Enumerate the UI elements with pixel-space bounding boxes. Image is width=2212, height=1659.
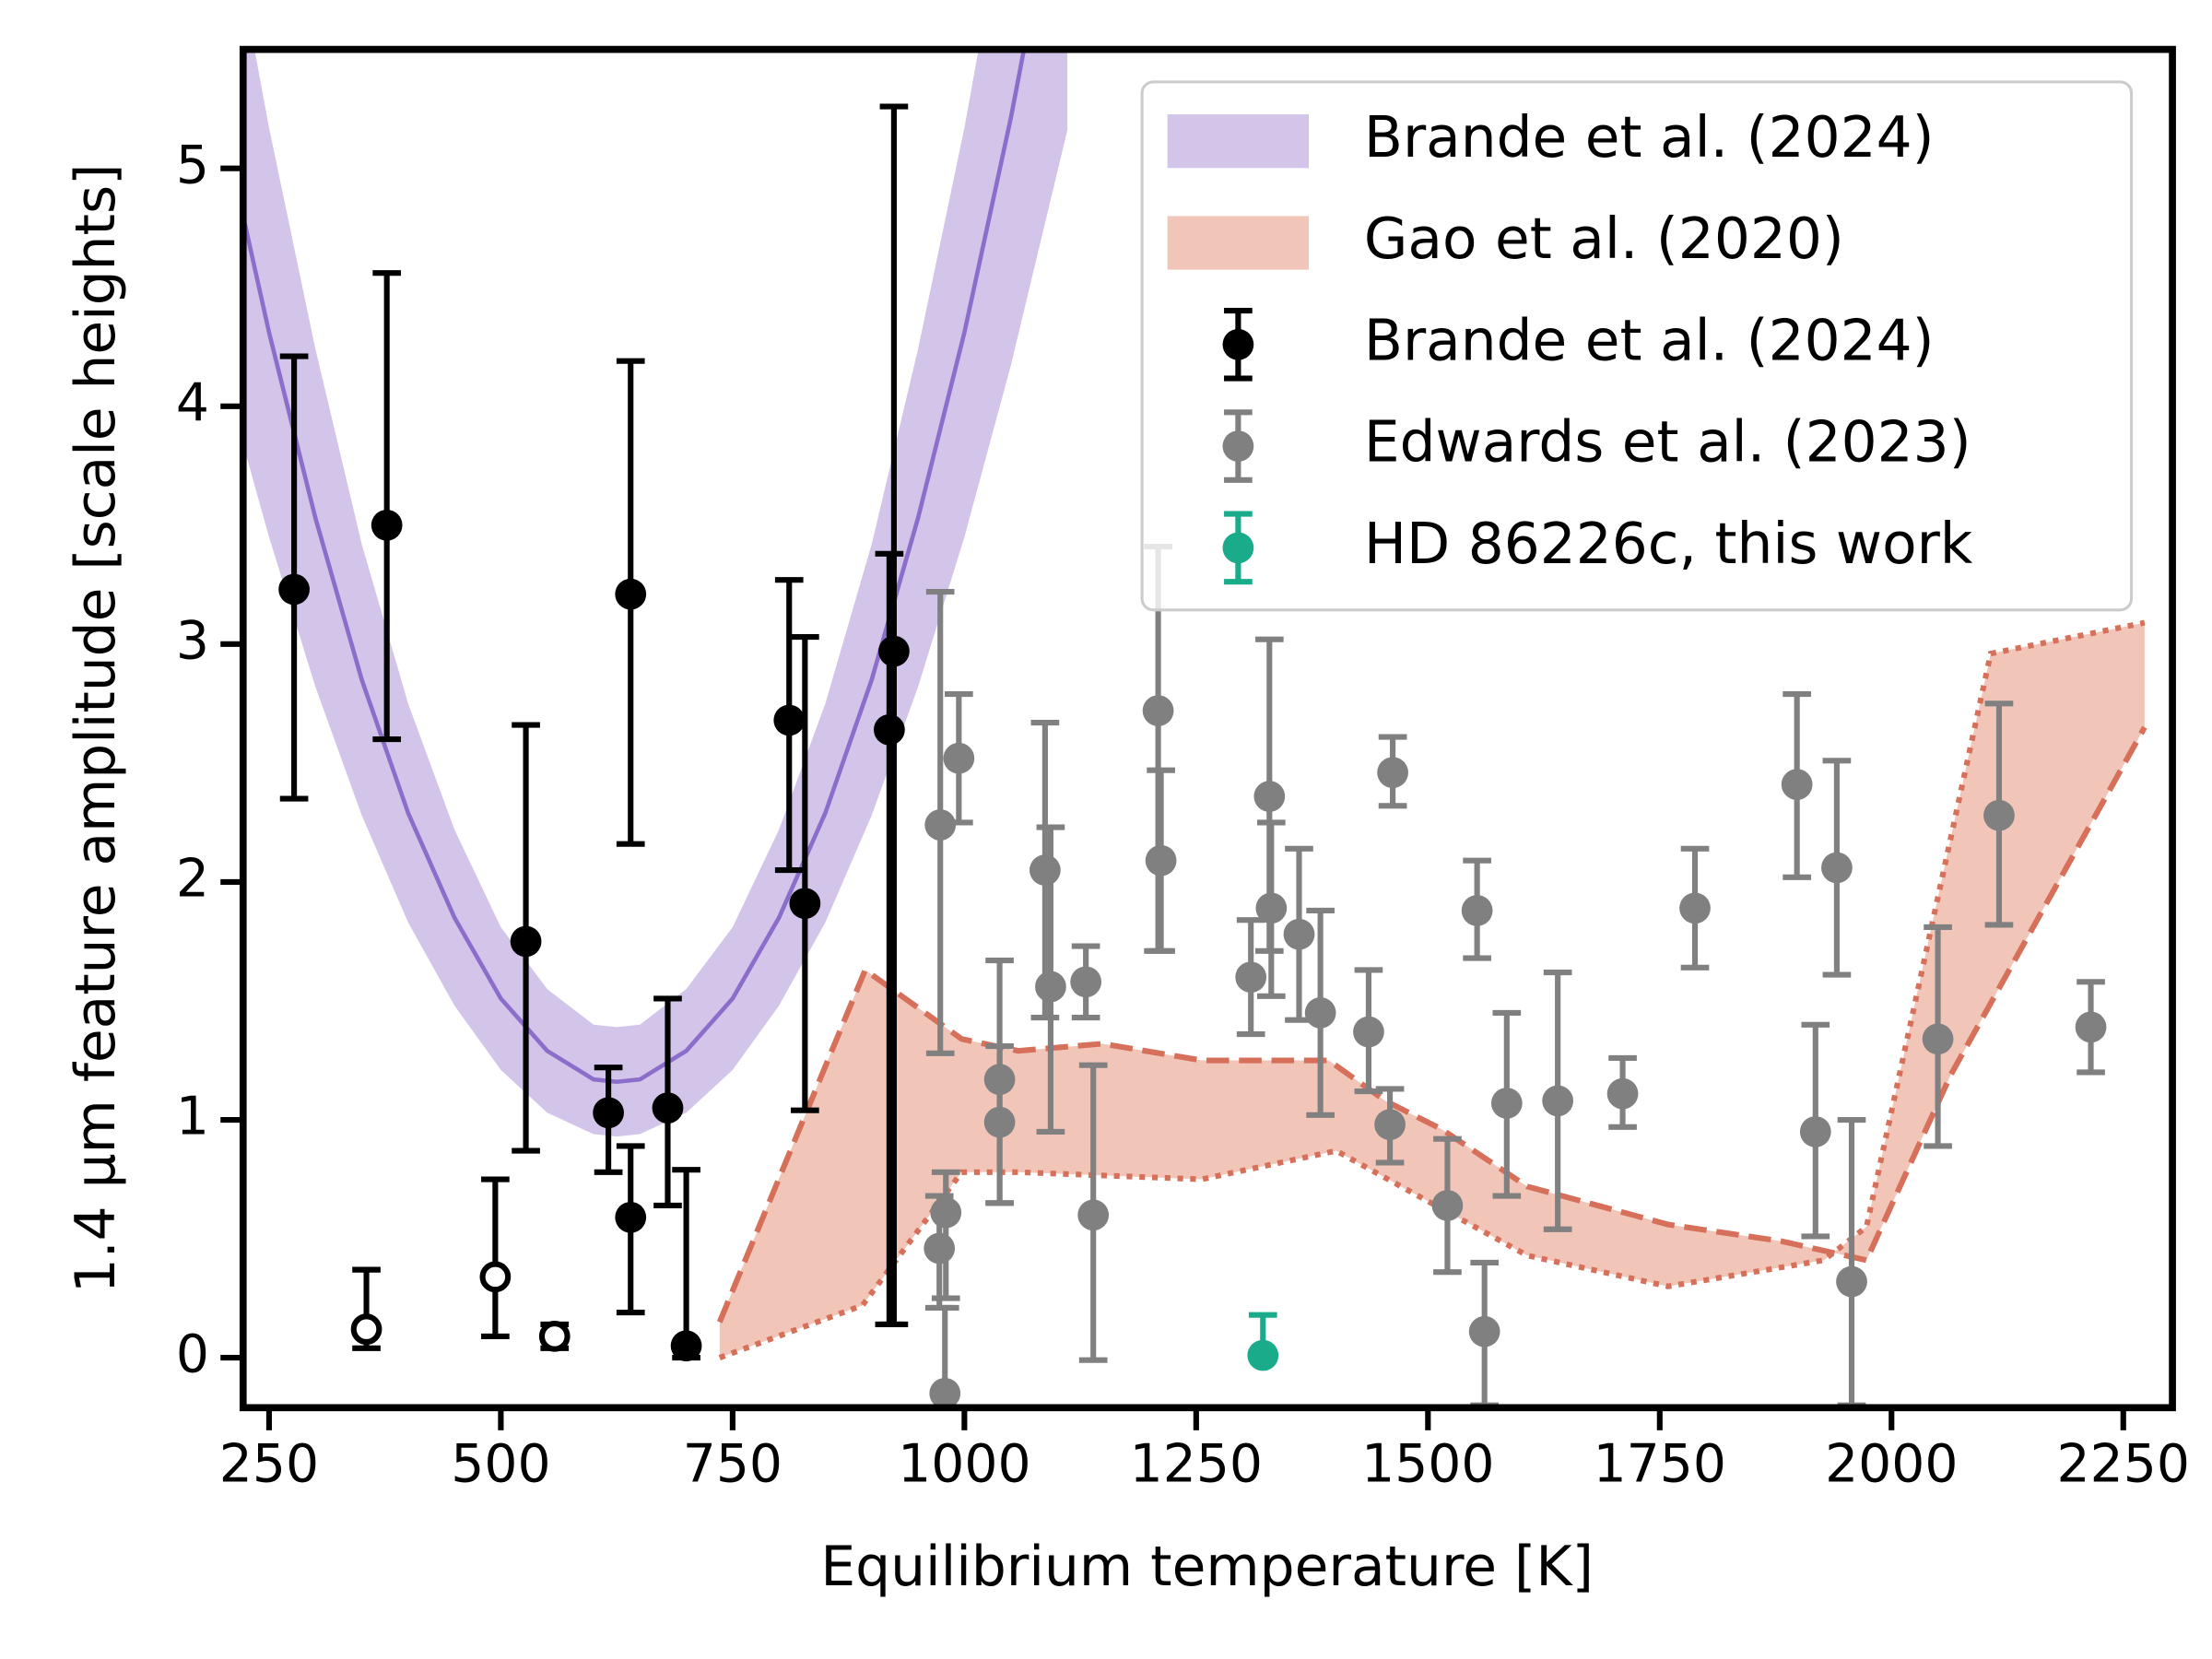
data-point (1490, 1088, 1523, 1119)
model-line (242, 49, 1027, 1085)
data-point (615, 578, 647, 610)
data-point (924, 1232, 956, 1265)
data-point (1247, 1339, 1279, 1371)
data-point (1145, 844, 1177, 877)
data-point (1235, 961, 1267, 994)
data-point (350, 1313, 382, 1346)
data-point (1374, 1109, 1406, 1141)
data-point (538, 1321, 571, 1352)
data-point (1304, 997, 1336, 1029)
y-tick-label: 0 (176, 1324, 209, 1385)
y-tick-label: 3 (176, 610, 209, 671)
y-tick-label: 4 (176, 372, 209, 433)
legend-marker (1222, 328, 1254, 360)
data-point (930, 1196, 962, 1229)
x-tick-label: 250 (219, 1433, 319, 1494)
legend-label: HD 86226c, this work (1364, 512, 1973, 577)
legend: Brande et al. (2024) Gao et al. (2020) Bra… (1140, 80, 2134, 612)
x-tick-label: 750 (683, 1433, 782, 1494)
x-tick-label: 500 (451, 1433, 550, 1494)
y-tick-label: 5 (176, 135, 209, 195)
data-point (1983, 799, 2015, 831)
data-point (1821, 852, 1853, 884)
frame (239, 45, 2176, 1412)
plot-area (242, 49, 2147, 1408)
data-point (983, 1106, 1016, 1138)
data-point (1283, 918, 1315, 950)
data-point (479, 1261, 512, 1293)
x-tick-label: 1000 (898, 1433, 1030, 1494)
data-point (1468, 1315, 1500, 1347)
data-point (1070, 966, 1102, 998)
data-point (670, 1330, 702, 1362)
data-point (1836, 1265, 1867, 1298)
data-point (1461, 895, 1493, 926)
data-point (789, 888, 821, 920)
data-point (1377, 757, 1408, 789)
model-band (242, 49, 1068, 1137)
legend-label: Brande et al. (2024) (1364, 308, 1935, 373)
data-point (1431, 1190, 1464, 1221)
y-axis-label: 1.4 μm feature amplitude [scale heights] (65, 164, 128, 1294)
legend-swatch (1167, 216, 1310, 270)
data-point (510, 925, 542, 958)
data-point (929, 1377, 961, 1408)
data-point (593, 1097, 624, 1129)
legend-swatch (1167, 114, 1310, 169)
data-point (1035, 971, 1066, 1003)
x-tick-label: 1500 (1361, 1433, 1494, 1494)
data-point (1142, 695, 1174, 726)
data-point (1255, 892, 1288, 924)
x-tick-label: 1750 (1594, 1433, 1726, 1494)
data-point (1253, 781, 1286, 812)
data-point (1679, 892, 1711, 924)
x-axis-label: Equilibrium temperature [K] (820, 1535, 1594, 1599)
data-point (615, 1201, 647, 1233)
data-point (943, 742, 975, 774)
data-point (1542, 1085, 1574, 1117)
data-point (1781, 769, 1813, 800)
legend-label: Edwards et al. (2023) (1364, 410, 1971, 476)
x-tick-label: 1250 (1130, 1433, 1263, 1494)
data-point (652, 1092, 684, 1124)
legend-marker (1222, 430, 1254, 462)
data-point (878, 635, 910, 667)
legend-label: Brande et al. (2024) (1364, 105, 1935, 171)
legend-marker (1222, 532, 1254, 564)
x-tick-label: 2250 (2057, 1433, 2190, 1494)
x-tick-label: 2000 (1825, 1433, 1958, 1494)
legend-box (1140, 80, 2134, 612)
data-point (1353, 1016, 1384, 1048)
legend-label: Gao et al. (2020) (1364, 206, 1844, 272)
data-point (2075, 1011, 2107, 1043)
data-point (1077, 1199, 1110, 1231)
model-dotted-line (718, 619, 2146, 1360)
y-tick-label: 1 (176, 1087, 209, 1147)
data-point (924, 809, 957, 841)
data-point (278, 573, 310, 606)
data-point (874, 713, 905, 746)
data-point (1922, 1023, 1954, 1055)
data-point (371, 509, 403, 541)
data-point (773, 704, 806, 736)
data-point (1799, 1116, 1831, 1147)
data-point (1030, 854, 1061, 886)
data-point (1606, 1077, 1639, 1110)
y-tick-label: 2 (176, 849, 209, 910)
